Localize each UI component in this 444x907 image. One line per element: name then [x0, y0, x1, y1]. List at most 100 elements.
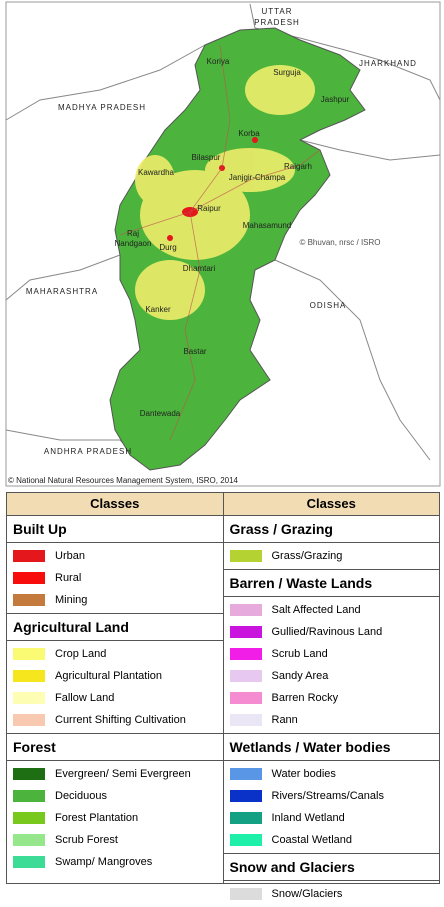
column-header: Classes [7, 493, 223, 516]
legend-item: Coastal Wetland [224, 829, 440, 851]
district-label: Raigarh [284, 162, 312, 171]
legend-label: Swamp/ Mangroves [55, 856, 153, 868]
district-label: Dantewada [140, 409, 181, 418]
legend-label: Inland Wetland [271, 812, 345, 824]
legend-swatch [229, 670, 262, 682]
legend-swatch [13, 834, 45, 846]
legend-swatch [229, 604, 262, 616]
legend-item: Crop Land [7, 643, 223, 665]
legend-item: Forest Plantation [7, 807, 223, 829]
legend-item: Swamp/ Mangroves [7, 851, 223, 873]
district-label: Janjgir-Champa [229, 173, 286, 182]
map: UTTAR PRADESH JHARKHAND MADHYA PRADESH MAHAR… [5, 1, 441, 487]
section-items: Urban Rural Mining [7, 543, 223, 614]
legend-swatch [13, 856, 45, 868]
legend-item: Gullied/Ravinous Land [224, 621, 440, 643]
legend-label: Scrub Land [271, 648, 328, 660]
legend-label: Coastal Wetland [271, 834, 353, 846]
legend-item: Sandy Area [224, 665, 440, 687]
legend-label: Salt Affected Land [271, 604, 361, 616]
legend-swatch [13, 768, 45, 780]
district-label: Kanker [145, 305, 171, 314]
legend-swatch [229, 834, 262, 846]
legend-item: Rann [224, 709, 440, 731]
legend-label: Rann [271, 714, 298, 726]
legend-swatch [13, 790, 45, 802]
column-header: Classes [223, 493, 439, 516]
district-label: Durg [159, 243, 176, 252]
legend-column: Classes Built Up Urban Rural Mining Agricultu… [7, 493, 224, 883]
legend-label: Grass/Grazing [271, 550, 343, 562]
legend-item: Rivers/Streams/Canals [224, 785, 440, 807]
section-title: Wetlands / Water bodies [223, 734, 439, 761]
legend-item: Evergreen/ Semi Evergreen [7, 763, 223, 785]
legend-swatch [13, 692, 45, 704]
district-label: Dhamtari [183, 264, 216, 273]
legend-item: Salt Affected Land [224, 599, 440, 621]
legend-label: Agricultural Plantation [55, 670, 163, 682]
district-label: Korba [238, 129, 260, 138]
section-title: Grass / Grazing [223, 516, 439, 543]
section-items: Water bodies Rivers/Streams/Canals Inland … [223, 761, 440, 854]
legend-item: Snow/Glaciers [224, 883, 440, 905]
district-label: Jashpur [321, 95, 350, 104]
legend-label: Sandy Area [271, 670, 329, 682]
legend-label: Urban [55, 550, 85, 562]
legend-item: Mining [7, 589, 223, 611]
state-area [109, 27, 366, 471]
section-title: Agricultural Land [7, 614, 223, 641]
legend-label: Crop Land [55, 648, 107, 660]
legend-item: Inland Wetland [224, 807, 440, 829]
section-title: Built Up [7, 516, 223, 543]
district-label: Bilaspur [192, 153, 221, 162]
state-label: UTTAR [261, 7, 292, 16]
legend-label: Fallow Land [55, 692, 115, 704]
legend-column: Classes Grass / Grazing Grass/Grazing Barre… [223, 493, 440, 900]
legend-swatch [13, 594, 45, 606]
state-label: ANDHRA PRADESH [44, 447, 132, 456]
legend-swatch [13, 812, 45, 824]
legend-swatch [13, 648, 45, 660]
district-label: Nandgaon [115, 239, 152, 248]
legend-swatch [229, 550, 262, 562]
legend-swatch [229, 790, 262, 802]
district-label: Surguja [273, 68, 301, 77]
legend-item: Water bodies [224, 763, 440, 785]
section-items: Evergreen/ Semi Evergreen Deciduous Forest… [7, 761, 223, 875]
section-title: Forest [7, 734, 223, 761]
state-label: MAHARASHTRA [26, 287, 98, 296]
district-label: Kawardha [138, 168, 175, 177]
legend-swatch [229, 714, 262, 726]
legend-item: Scrub Forest [7, 829, 223, 851]
legend-swatch [229, 648, 262, 660]
district-label: Raj [127, 229, 139, 238]
legend-item: Scrub Land [224, 643, 440, 665]
legend-label: Mining [55, 594, 88, 606]
legend-swatch [229, 812, 262, 824]
legend-item: Deciduous [7, 785, 223, 807]
legend: Classes Built Up Urban Rural Mining Agricultu… [6, 492, 440, 900]
legend-swatch [229, 692, 262, 704]
state-label: PRADESH [254, 18, 300, 27]
section-items: Grass/Grazing [223, 543, 439, 570]
legend-label: Gullied/Ravinous Land [271, 626, 383, 638]
state-label: ODISHA [310, 301, 347, 310]
legend-label: Deciduous [55, 790, 107, 802]
legend-item: Current Shifting Cultivation [7, 709, 223, 731]
legend-label: Snow/Glaciers [271, 888, 343, 900]
district-label: Bastar [183, 347, 206, 356]
section-title: Snow and Glaciers [223, 854, 439, 881]
legend-swatch [13, 670, 45, 682]
legend-label: Scrub Forest [55, 834, 118, 846]
legend-label: Water bodies [271, 768, 336, 780]
legend-item: Fallow Land [7, 687, 223, 709]
legend-item: Urban [7, 545, 223, 567]
legend-label: Barren Rocky [271, 692, 339, 704]
section-title: Barren / Waste Lands [223, 570, 439, 597]
copyright: © National Natural Resources Management … [8, 476, 239, 485]
legend-swatch [229, 888, 262, 900]
district-label: Mahasamund [243, 221, 291, 230]
legend-swatch [229, 768, 262, 780]
legend-label: Rivers/Streams/Canals [271, 790, 384, 802]
legend-swatch [13, 714, 45, 726]
